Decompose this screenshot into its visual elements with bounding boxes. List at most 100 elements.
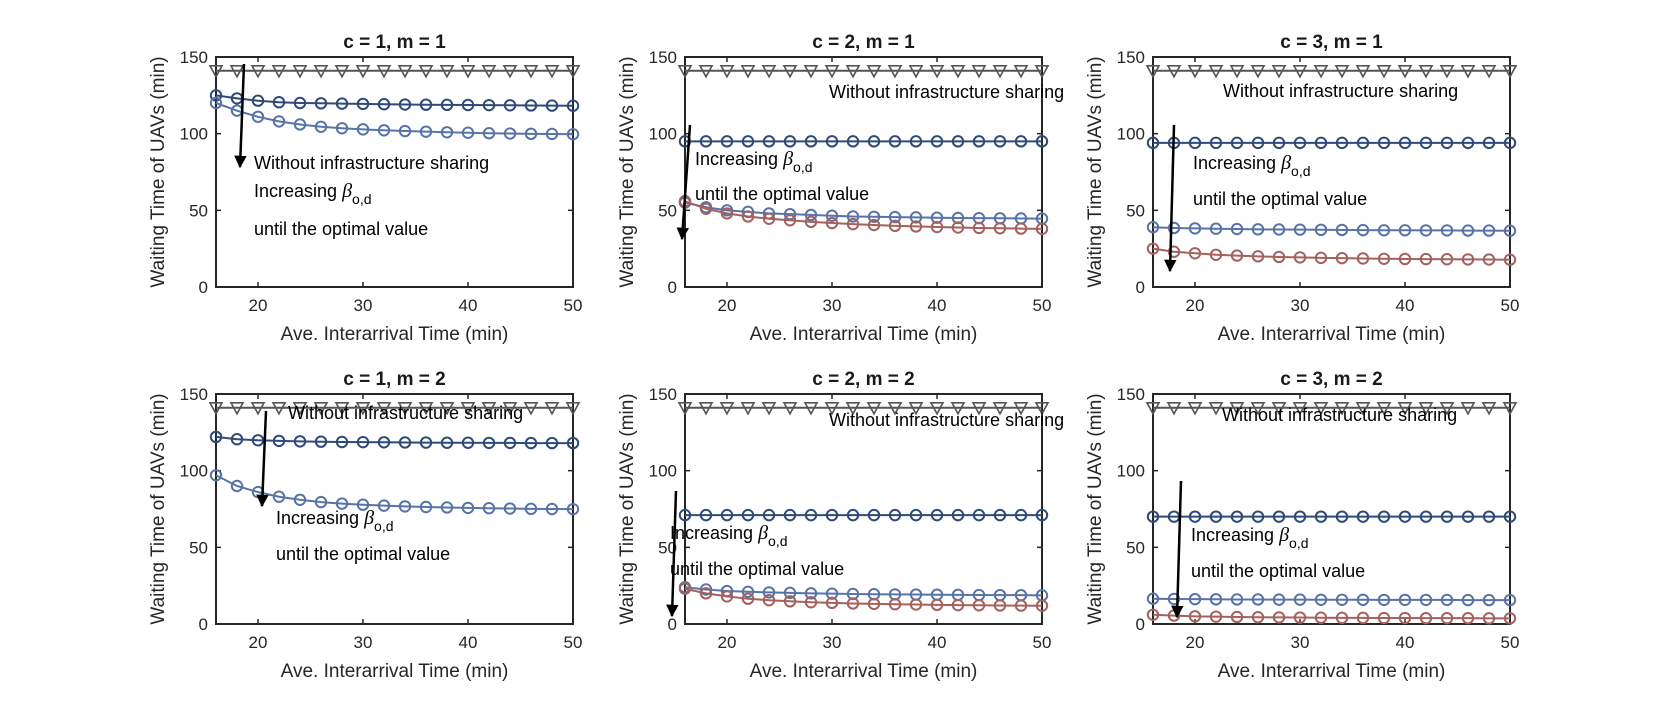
data-point-circle xyxy=(1014,599,1028,612)
data-point-circle xyxy=(1209,136,1223,150)
annotation-optimal: until the optimal value xyxy=(670,559,844,579)
data-point-triangle xyxy=(1418,65,1434,79)
data-point-triangle xyxy=(1145,65,1161,79)
data-point-triangle xyxy=(439,65,455,79)
data-point-triangle xyxy=(992,402,1008,416)
data-point-circle xyxy=(1251,223,1265,236)
data-point-triangle xyxy=(1208,65,1224,79)
data-point-triangle xyxy=(761,65,777,79)
y-axis-label: Waiting Time of UAVs (min) xyxy=(617,56,638,287)
data-point-circle xyxy=(398,436,412,449)
y-tick-label: 150 xyxy=(180,48,208,67)
data-point-triangle xyxy=(292,402,308,416)
data-point-circle xyxy=(1356,223,1370,237)
data-point-triangle xyxy=(782,65,798,79)
data-point-triangle xyxy=(1481,65,1497,79)
data-point-circle xyxy=(783,586,797,600)
data-point-triangle xyxy=(803,65,819,79)
data-point-circle xyxy=(272,434,286,448)
data-point-circle xyxy=(699,508,713,522)
y-tick-label: 50 xyxy=(189,538,208,557)
chart-title: c = 2, m = 1 xyxy=(812,32,915,53)
data-point-circle xyxy=(867,218,881,232)
data-point-circle xyxy=(1398,510,1412,523)
data-point-triangle xyxy=(1355,65,1371,79)
annotation-without-sharing: Without infrastructure sharing xyxy=(288,403,523,423)
data-point-circle xyxy=(888,508,902,522)
x-axis-label: Ave. Interarrival Time (min) xyxy=(281,324,509,345)
data-point-circle xyxy=(909,135,923,148)
annotation-increasing: Increasing βo,d xyxy=(254,180,372,207)
data-point-circle xyxy=(209,89,223,102)
data-point-triangle xyxy=(677,402,693,416)
data-point-circle xyxy=(804,135,818,148)
data-point-triangle xyxy=(334,402,350,416)
data-point-circle xyxy=(846,597,860,610)
x-tick-label: 50 xyxy=(564,296,583,315)
annotation-increasing: Increasing βo,d xyxy=(276,507,394,534)
beta-symbol: β xyxy=(1278,524,1289,546)
data-point-circle xyxy=(1461,510,1475,523)
series-line xyxy=(1152,226,1511,232)
data-point-circle xyxy=(1503,510,1517,523)
data-point-circle xyxy=(230,479,244,493)
data-point-circle xyxy=(1188,136,1202,150)
data-point-circle xyxy=(741,508,755,522)
data-point-circle xyxy=(804,208,818,222)
trend-arrow xyxy=(676,124,692,241)
data-point-circle xyxy=(377,98,391,111)
data-point-circle xyxy=(888,598,902,611)
y-axis-label: Waiting Time of UAVs (min) xyxy=(148,393,169,624)
data-point-circle xyxy=(1440,253,1454,266)
data-point-circle xyxy=(356,498,370,511)
data-point-circle xyxy=(1146,592,1160,605)
data-point-circle xyxy=(1146,608,1160,621)
data-point-triangle xyxy=(250,402,266,416)
data-point-circle xyxy=(1035,135,1049,148)
data-point-circle xyxy=(272,490,286,503)
y-axis-label: Waiting Time of UAVs (min) xyxy=(1085,56,1106,287)
y-axis-label: Waiting Time of UAVs (min) xyxy=(1085,393,1106,624)
data-point-circle xyxy=(1356,611,1370,625)
x-tick-label: 50 xyxy=(1501,296,1520,315)
data-point-triangle xyxy=(544,402,560,416)
data-point-circle xyxy=(1482,612,1496,625)
data-point-triangle xyxy=(1292,65,1308,79)
data-point-circle xyxy=(440,501,454,514)
data-point-circle xyxy=(1335,611,1349,625)
annotation-without-sharing: Without infrastructure sharing xyxy=(1222,405,1457,425)
data-point-circle xyxy=(335,122,349,135)
axes-box xyxy=(215,56,574,288)
data-point-circle xyxy=(1293,611,1307,624)
data-point-triangle xyxy=(502,65,518,79)
x-tick-label: 20 xyxy=(718,633,737,652)
data-point-circle xyxy=(1482,510,1496,523)
chart-title: c = 2, m = 2 xyxy=(812,369,914,390)
data-point-circle xyxy=(503,99,517,112)
beta-symbol: β xyxy=(363,507,374,529)
data-point-circle xyxy=(699,583,713,596)
x-tick-label: 50 xyxy=(564,633,583,652)
data-point-circle xyxy=(1398,224,1412,237)
data-point-circle xyxy=(846,217,860,231)
data-point-circle xyxy=(1440,510,1454,523)
annotation-optimal: until the optimal value xyxy=(695,184,869,204)
data-point-circle xyxy=(1440,593,1454,607)
data-point-circle xyxy=(1272,611,1286,624)
data-point-triangle xyxy=(376,402,392,416)
data-point-circle xyxy=(1419,252,1433,266)
data-point-triangle xyxy=(1481,402,1497,416)
data-point-circle xyxy=(272,115,286,128)
data-point-triangle xyxy=(824,402,840,416)
data-point-circle xyxy=(1293,223,1307,236)
plot-area xyxy=(677,402,1050,612)
data-point-circle xyxy=(1440,224,1454,237)
y-tick-label: 0 xyxy=(668,615,677,634)
plot-area xyxy=(208,65,581,141)
data-point-circle xyxy=(1356,252,1370,265)
data-point-circle xyxy=(741,585,755,598)
data-point-circle xyxy=(1251,136,1265,150)
data-point-circle xyxy=(1251,593,1265,606)
chart-panel: c = 2, m = 2 0 50 100 150 20 30 40 50 Ave. Intera… xyxy=(617,369,1064,682)
data-point-circle xyxy=(951,598,965,612)
